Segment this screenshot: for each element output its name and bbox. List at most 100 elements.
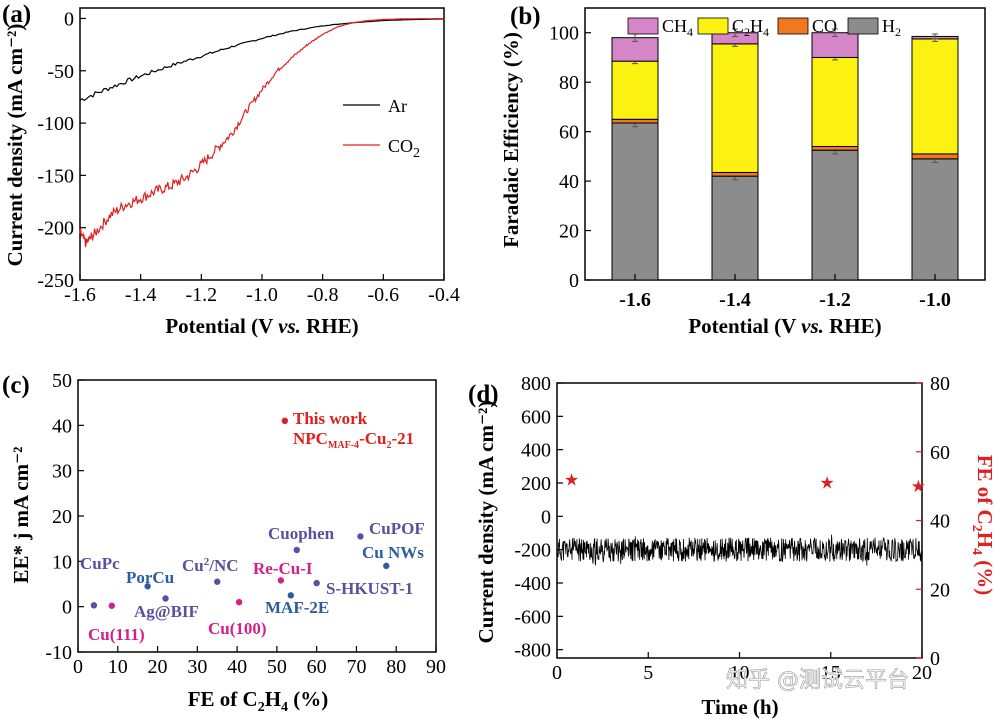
panel-c-y-tick-label: 10 <box>52 551 72 573</box>
panel-b-x-ticks: -1.6 -1.4 -1.2 -1.0 <box>619 274 951 311</box>
point-cu2-nc <box>214 578 221 585</box>
label-maf2e: MAF-2E <box>265 598 329 617</box>
panel-c-x-tick-label: 70 <box>346 656 366 678</box>
panel-b-y-ticks: 0 20 40 60 80 100 <box>549 23 591 292</box>
panel-c-frame <box>77 379 437 653</box>
panel-b-y-tick-label: 60 <box>559 122 579 144</box>
panel-c-points <box>90 417 390 609</box>
legend-ar-label: Ar <box>388 96 407 116</box>
panel-c-y-tick-label: 20 <box>52 506 72 528</box>
point-cuophen <box>293 546 300 554</box>
panel-a-y-tick-label: -100 <box>37 113 74 135</box>
label-npc: NPCMAF-4-Cu2-21 <box>293 429 414 451</box>
legend-h2-label: H2 <box>882 16 901 39</box>
label-cupof: CuPOF <box>369 519 425 538</box>
point-maf-2e <box>287 592 295 599</box>
panel-b-x-axis-label: Potential (V vs. RHE) <box>688 314 881 338</box>
panel-a-y-tick-label: -150 <box>37 165 74 187</box>
label-recui: Re-Cu-I <box>253 559 313 578</box>
panel-c-x-tick-label: 30 <box>187 656 207 678</box>
panel-d-current-trace <box>556 534 923 566</box>
panel-d-left-y-tick-label: 400 <box>521 440 551 462</box>
panel-c-y-ticks: -10 0 10 20 30 40 50 <box>45 370 84 664</box>
current-density-line <box>556 534 923 566</box>
panel-c-y-tick-label: 0 <box>62 597 72 619</box>
panel-d-left-axis-label: Current density (mA cm⁻²) <box>474 401 498 644</box>
label-cu111: Cu(111) <box>88 625 145 644</box>
panel-b-x-tick-label: -1.6 <box>619 289 651 311</box>
panel-b-y-tick-label: 0 <box>569 270 579 292</box>
panel-a-series <box>79 18 444 248</box>
panel-b-y-tick-label: 100 <box>549 23 579 45</box>
bar-c2h4--1.2 <box>811 56 859 147</box>
panel-d-x-ticks: 0 5 10 15 20 <box>552 652 932 684</box>
bar-ch4--1.2 <box>811 32 859 58</box>
panel-c-x-tick-label: 40 <box>227 656 247 678</box>
panel-c-y-tick-label: 30 <box>52 461 72 483</box>
panel-a: (a) -1.6 -1.4 -1.2 -1.0 -0.8 -0.6 -0.4 0 -50 -10… <box>2 1 460 338</box>
panel-b-x-tick-label: -1.0 <box>919 289 951 311</box>
panel-d-left-y-tick-label: 800 <box>521 373 551 395</box>
panel-b-x-tick-label: -1.2 <box>819 289 851 311</box>
bar-h2--1.2 <box>811 149 859 281</box>
panel-c-x-tick-label: 60 <box>307 656 327 678</box>
label-agbif: Ag@BIF <box>134 602 199 621</box>
label-shkust: S-HKUST-1 <box>326 579 413 598</box>
panel-a-y-tick-label: -250 <box>37 270 74 292</box>
panel-c-x-tick-label: 90 <box>426 656 446 678</box>
panel-d-left-ticks: 800 600 400 200 0 -200 -400 -600 -800 <box>514 373 563 662</box>
label-cuophen: Cuophen <box>268 524 335 543</box>
panel-d-left-y-tick-label: 200 <box>521 473 551 495</box>
panel-d-left-y-tick-label: -400 <box>514 573 551 595</box>
panel-b-x-tick-label: -1.4 <box>719 289 751 311</box>
bar-c2h4--1.4 <box>711 43 759 173</box>
legend-co-swatch <box>777 17 809 35</box>
panel-c-label: (c) <box>2 372 30 399</box>
panel-d-x-tick-label: 5 <box>643 662 653 684</box>
legend-ch4-swatch <box>627 17 659 35</box>
point-cu-100- <box>235 598 243 606</box>
legend-ch4-label: CH4 <box>662 16 693 39</box>
panel-d-left-y-tick-label: -200 <box>514 540 551 562</box>
panel-b-label: (b) <box>510 3 541 30</box>
fe-point-star: ★ <box>819 474 834 493</box>
panel-c-x-axis-label: FE of C2H4 (%) <box>188 687 329 715</box>
panel-a-label: (a) <box>2 1 31 28</box>
point-ag-bif <box>162 595 169 602</box>
panel-c-x-ticks: 0 10 20 30 40 50 60 70 80 90 <box>73 646 446 678</box>
panel-b-legend: CH4 C2H4 CO H2 <box>627 16 901 39</box>
panel-a-x-tick-label: -1.6 <box>64 284 96 306</box>
bar-co--1.4 <box>711 171 759 177</box>
panel-d-fe-points: ★ ★ ★ <box>564 470 926 496</box>
label-cu2nc: Cu2/NC <box>182 556 239 575</box>
bar-c2h4--1.6 <box>611 60 659 120</box>
panel-c-x-tick-label: 80 <box>386 656 406 678</box>
panel-a-x-tick-label: -0.4 <box>428 284 460 306</box>
bar-co--1.6 <box>611 118 659 124</box>
panel-c-x-tick-label: 0 <box>73 656 83 678</box>
panel-a-x-axis-label: Potential (V vs. RHE) <box>165 314 358 338</box>
fe-point-star: ★ <box>564 470 579 489</box>
bar-co--1.0 <box>911 153 959 160</box>
label-cu100: Cu(100) <box>208 619 267 638</box>
point-re-cu-i <box>277 577 285 584</box>
legend-h2-swatch <box>847 17 879 35</box>
panel-a-legend: Ar CO2 <box>343 96 420 161</box>
panel-d-right-axis-label: FE of C2H4 (%) <box>969 455 994 596</box>
panel-d-right-y-tick-label: 20 <box>930 579 950 601</box>
panel-a-x-tick-label: -1.0 <box>246 284 278 306</box>
panel-b-bars <box>611 28 959 281</box>
panel-b: (b) -1.6 -1.4 -1.2 -1.0 0 20 40 60 80 100 Potent… <box>499 3 986 338</box>
panel-c-y-tick-label: 40 <box>52 415 72 437</box>
panel-d-x-tick-label: 20 <box>912 662 932 684</box>
point-s-hkust-1 <box>313 579 320 587</box>
panel-d-x-tick-label: 0 <box>552 662 562 684</box>
panel-d-right-y-tick-label: 80 <box>930 373 950 395</box>
panel-a-y-tick-label: -50 <box>47 61 74 83</box>
point-cu-111- <box>108 602 116 609</box>
panel-d-left-y-tick-label: 0 <box>541 506 551 528</box>
panel-b-y-tick-label: 40 <box>559 171 579 193</box>
panel-d: (d) ★ ★ ★ 0 5 10 15 20 8006004002000-200-400-6… <box>468 373 994 719</box>
bar-h2--1.0 <box>911 158 959 281</box>
